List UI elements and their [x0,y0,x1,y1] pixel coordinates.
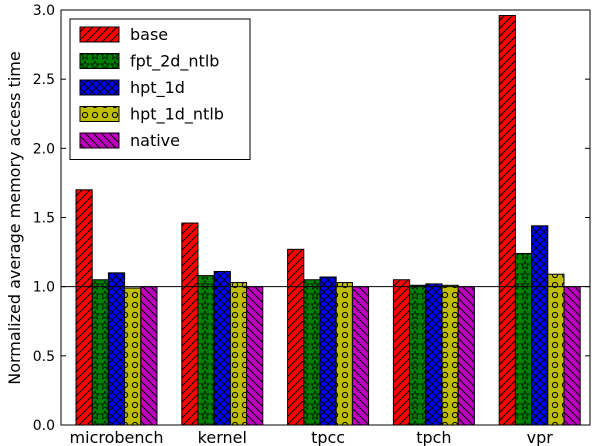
bar-hpt_1d_ntlb-tpch [441,284,459,426]
y-tick-label: 2.5 [33,72,55,88]
legend-label-native: native [130,131,180,150]
bar-base-kernel [181,222,199,426]
bar-fpt_2d_ntlb-kernel [197,275,215,426]
bar-base-tpch [392,279,411,426]
bar-base-microbench [75,189,93,426]
bar-fpt_2d_ntlb-tpcc [303,279,321,426]
bar-hpt_1d-microbench [107,272,126,426]
bar-hpt_1d-vpr [531,225,549,426]
bar-native-kernel [246,286,264,426]
y-tick-label: 3.0 [33,3,55,19]
bar-fpt_2d_ntlb-vpr [514,252,533,426]
plot-frame [60,9,591,426]
y-axis-label: Normalized average memory access time [5,51,24,385]
y-tick-label: 1.0 [33,280,55,296]
legend-swatch-base [79,26,120,43]
legend-swatch-hpt_1d_ntlb [79,106,120,122]
x-tick-label-microbench: microbench [70,428,164,446]
bar-fpt_2d_ntlb-tpch [409,284,427,426]
legend-label-fpt_2d_ntlb: fpt_2d_ntlb [130,52,219,72]
legend-swatch-hpt_1d [79,79,120,96]
legend-label-hpt_1d_ntlb: hpt_1d_ntlb [130,105,224,125]
bar-hpt_1d_ntlb-vpr [547,273,565,426]
bar-native-vpr [563,286,581,426]
bar-native-tpcc [351,286,370,426]
bar-native-microbench [140,286,158,426]
legend-swatch-native [79,132,120,149]
y-tick-label: 2.0 [33,141,55,157]
bars [75,15,581,426]
bar-hpt_1d-tpch [425,283,443,426]
bar-hpt_1d-kernel [213,270,231,426]
bar-base-vpr [498,15,516,426]
legend-label-hpt_1d: hpt_1d [130,78,185,98]
x-tick-label-tpch: tpch [416,428,451,446]
bar-hpt_1d_ntlb-kernel [229,282,248,426]
legend-swatch-fpt_2d_ntlb [79,53,120,69]
x-tick-label-tpcc: tpcc [311,428,345,446]
bar-hpt_1d-tpcc [319,276,337,426]
y-tick-label: 0.5 [33,349,55,365]
bar-fpt_2d_ntlb-microbench [91,279,109,426]
bar-native-tpch [457,286,475,426]
legend-label-base: base [130,25,168,44]
y-tick-label: 0.0 [33,418,55,434]
axis-ticks: 0.0 0.5 1.0 1.5 2.0 2.5 3.0 microbench kernel tpc… [33,3,590,446]
bar-base-tpcc [287,248,305,426]
x-tick-label-vpr: vpr [527,428,554,446]
bar-hpt_1d_ntlb-tpcc [335,282,353,426]
bar-hpt_1d_ntlb-microbench [124,287,142,426]
y-tick-label: 1.5 [33,211,55,227]
x-tick-label-kernel: kernel [198,428,247,446]
